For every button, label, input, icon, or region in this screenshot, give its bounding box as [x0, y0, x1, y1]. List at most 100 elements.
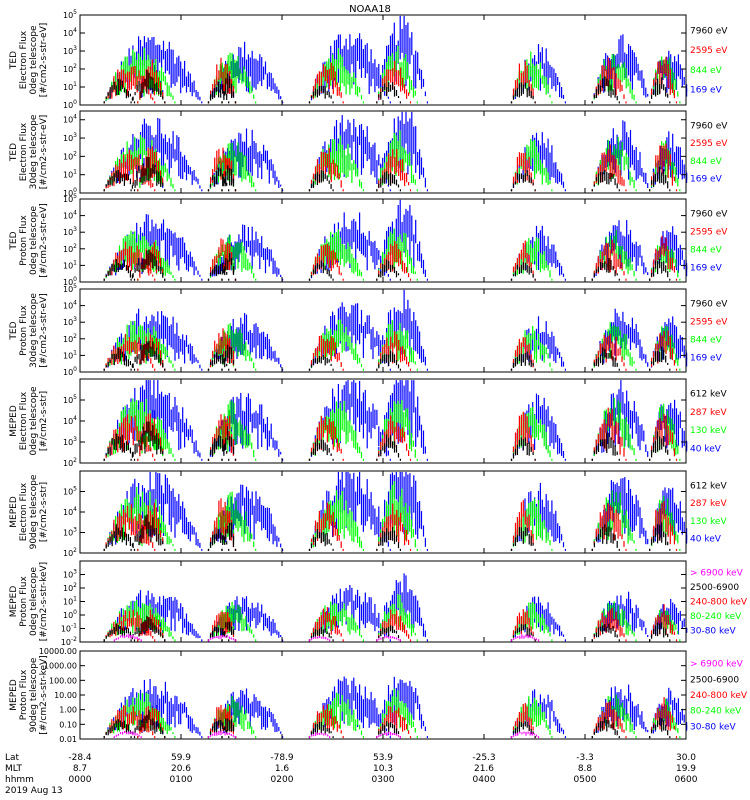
data-point [604, 261, 606, 270]
data-point [115, 85, 117, 96]
data-point [115, 353, 117, 360]
data-point [166, 532, 168, 545]
data-point [312, 358, 315, 366]
data-point [147, 254, 149, 273]
data-point [366, 126, 368, 162]
data-point [357, 476, 359, 506]
data-point [182, 407, 184, 433]
data-point [359, 596, 361, 630]
series-7960-ev [103, 69, 671, 104]
data-point [227, 344, 229, 359]
data-point [395, 472, 397, 500]
data-point [214, 266, 216, 275]
data-point [393, 307, 395, 339]
data-point [526, 65, 528, 83]
data-point [600, 529, 602, 538]
data-point [534, 330, 536, 360]
data-point [159, 44, 161, 63]
data-point [149, 66, 151, 79]
data-point [613, 513, 615, 541]
data-point [178, 608, 180, 622]
data-point [374, 59, 376, 93]
data-point [127, 359, 129, 367]
data-point [338, 352, 340, 361]
data-point [667, 517, 669, 537]
data-point [670, 402, 672, 431]
data-point [526, 443, 528, 456]
data-point [176, 135, 178, 161]
data-point [113, 173, 115, 182]
data-point [537, 238, 540, 252]
data-point [278, 268, 280, 275]
data-point [419, 607, 421, 626]
data-point [121, 250, 123, 261]
data-point [123, 248, 125, 260]
y-axis-label: TEDProton Flux0deg telescope[#/cm2-s-str… [9, 203, 49, 278]
data-point [119, 436, 121, 450]
data-point [557, 169, 559, 184]
data-point [621, 246, 623, 271]
data-point [276, 176, 278, 182]
data-point [359, 536, 361, 547]
data-point [247, 607, 249, 623]
data-point [257, 326, 259, 346]
data-point [366, 602, 368, 623]
data-point [187, 344, 189, 354]
data-point [218, 435, 220, 447]
data-point [534, 189, 536, 192]
data-point [625, 368, 627, 371]
data-point [647, 538, 649, 545]
data-point [368, 407, 370, 433]
y-tick-label: 102 [63, 243, 77, 254]
data-point [651, 539, 653, 546]
data-point [351, 46, 353, 65]
data-point [340, 541, 342, 548]
data-point [514, 350, 517, 357]
data-point [332, 189, 334, 192]
data-point [653, 79, 655, 87]
data-point [395, 403, 397, 433]
data-point [616, 362, 618, 367]
data-point [147, 125, 149, 148]
data-point [631, 145, 633, 165]
data-point [127, 90, 129, 98]
data-point [239, 606, 241, 624]
data-point [390, 69, 392, 83]
data-point [392, 174, 394, 184]
data-point [310, 364, 313, 368]
data-point [360, 233, 363, 254]
data-point [164, 75, 166, 86]
data-point [388, 346, 390, 356]
data-point [526, 88, 528, 98]
data-point [393, 22, 395, 66]
data-point [662, 604, 664, 617]
data-point [146, 341, 148, 361]
data-point [606, 353, 608, 359]
data-point [605, 423, 607, 451]
data-point [655, 441, 657, 453]
data-point [168, 265, 170, 274]
data-point [663, 403, 665, 421]
data-point [532, 500, 534, 539]
data-point [378, 453, 380, 457]
data-point [679, 147, 681, 175]
data-point [549, 270, 551, 278]
data-point [364, 235, 366, 258]
data-point [618, 141, 620, 165]
data-point [148, 249, 150, 266]
data-point [121, 422, 123, 449]
data-point [330, 601, 332, 632]
data-point [667, 330, 669, 346]
data-point [338, 87, 340, 96]
data-point [378, 364, 380, 369]
data-point [128, 71, 130, 91]
data-point [353, 44, 355, 85]
data-point [336, 528, 338, 541]
data-point [159, 251, 161, 263]
data-point [137, 101, 139, 104]
data-point [635, 548, 637, 551]
data-point [553, 68, 555, 87]
data-point [398, 70, 400, 87]
data-point [372, 242, 374, 263]
data-point [611, 68, 613, 80]
